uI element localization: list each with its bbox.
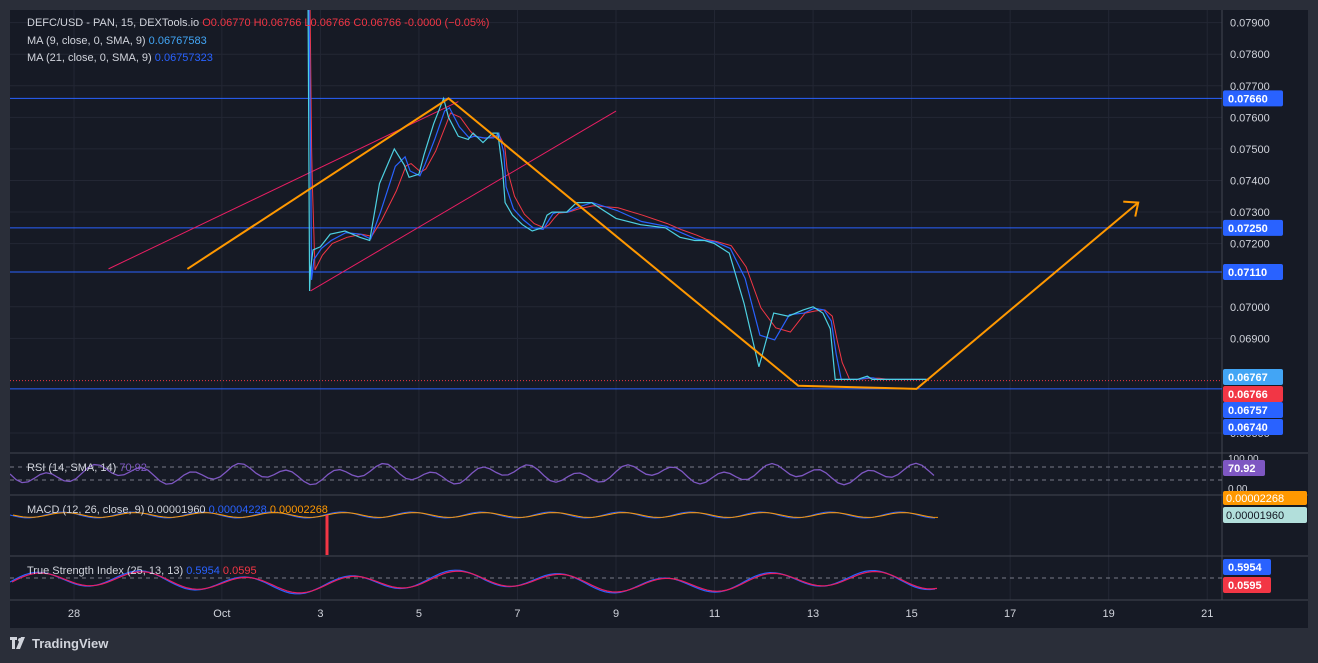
projection-arrow-head xyxy=(1123,200,1140,217)
tsi-legend: True Strength Index (25, 13, 13) 0.5954 … xyxy=(27,565,257,577)
x-tick-label: 28 xyxy=(68,608,80,620)
macd-value-1: 0.00001960 xyxy=(147,504,206,516)
rsi-value-box xyxy=(1223,460,1265,476)
x-tick-label: 5 xyxy=(416,608,422,620)
rsi-value-label: 70.92 xyxy=(1228,463,1256,475)
projection-path xyxy=(186,97,1139,390)
channel-line xyxy=(310,110,617,292)
macd-value-box-orange xyxy=(1223,491,1307,505)
tsi-label: True Strength Index (25, 13, 13) xyxy=(27,565,184,577)
rsi-value: 70.92 xyxy=(119,462,147,474)
ma9-legend: MA (9, close, 0, SMA, 9) 0.06767583 xyxy=(27,35,207,47)
price-label-text: 0.07110 xyxy=(1228,267,1267,279)
macd-value-2: 0.00004228 xyxy=(208,504,267,516)
y-tick-label: 0.07400 xyxy=(1230,175,1270,187)
brand-label: TradingView xyxy=(32,636,109,651)
price-label-box xyxy=(1223,419,1283,435)
rsi-scale-bottom: 0.00 xyxy=(1228,484,1248,495)
rsi-scale-top: 100.00 xyxy=(1228,454,1259,465)
price-label-box xyxy=(1223,219,1283,236)
ma9-line xyxy=(308,10,928,380)
x-tick-label: Oct xyxy=(213,608,230,620)
price-label-text: 0.06766 xyxy=(1228,389,1268,401)
macd-signal-line xyxy=(12,512,939,518)
y-tick-label: 0.07900 xyxy=(1230,18,1270,30)
x-tick-label: 9 xyxy=(613,608,619,620)
macd-value-label-teal: 0.00001960 xyxy=(1226,510,1284,522)
tradingview-brand[interactable]: TradingView xyxy=(10,636,108,652)
ma21-legend: MA (21, close, 0, SMA, 9) 0.06757323 xyxy=(27,52,213,64)
price-label-box xyxy=(1223,369,1283,385)
chart-canvas[interactable]: 0.07900 0.07800 0.07700 0.07600 0.07500 0.074… xyxy=(10,10,1308,628)
tradingview-logo-icon xyxy=(10,637,28,652)
y-tick-label: 0.07000 xyxy=(1230,302,1270,314)
price-label-text: 0.07250 xyxy=(1228,223,1268,235)
rsi-label: RSI (14, SMA, 14) xyxy=(27,462,117,474)
ohlc-open: O0.06770 xyxy=(202,17,251,29)
macd-legend: MACD (12, 26, close, 9) 0.00001960 0.000… xyxy=(27,504,328,516)
tsi-signal-line xyxy=(11,570,938,594)
ohlc-close: C0.06766 xyxy=(353,17,402,29)
ma21-label: MA (21, close, 0, SMA, 9) xyxy=(27,52,152,64)
macd-value-label-orange: 0.00002268 xyxy=(1226,493,1284,505)
tsi-value-2: 0.0595 xyxy=(222,565,257,577)
y-tick-label: 0.07800 xyxy=(1230,49,1270,61)
ma9-value: 0.06767583 xyxy=(148,35,207,47)
y-tick-label: 0.07500 xyxy=(1230,144,1270,156)
y-tick-label: 0.07700 xyxy=(1230,81,1270,93)
price-label-box xyxy=(1223,90,1283,107)
ma21-value: 0.06757323 xyxy=(154,52,213,64)
x-tick-label: 17 xyxy=(1004,608,1016,620)
price-line xyxy=(307,10,927,380)
macd-value-box-teal xyxy=(1223,507,1307,523)
tsi-value-box-blue xyxy=(1223,559,1271,575)
ma9-label: MA (9, close, 0, SMA, 9) xyxy=(27,35,146,47)
rsi-legend: RSI (14, SMA, 14) 70.92 xyxy=(27,462,147,474)
macd-line xyxy=(10,511,936,519)
price-label-text: 0.06740 xyxy=(1228,422,1268,434)
ohlc-low: L0.06766 xyxy=(304,17,351,29)
price-label-text: 0.06757 xyxy=(1228,405,1268,417)
x-tick-label: 13 xyxy=(807,608,819,620)
ma21-line xyxy=(309,10,929,380)
chart-frame: 0.07900 0.07800 0.07700 0.07600 0.07500 0.074… xyxy=(10,10,1308,628)
price-label-box xyxy=(1223,386,1283,402)
x-tick-label: 21 xyxy=(1201,608,1213,620)
price-label-text: 0.07660 xyxy=(1228,93,1268,105)
y-tick-label: 0.07300 xyxy=(1230,207,1270,219)
macd-value-3: 0.00002268 xyxy=(269,504,328,516)
y-tick-label: 0.07200 xyxy=(1230,239,1270,251)
main-legend: DEFC/USD - PAN, 15, DEXTools.io O0.06770… xyxy=(27,17,489,29)
ohlc-high: H0.06766 xyxy=(253,17,302,29)
price-label-box xyxy=(1223,264,1283,281)
price-label-text: 0.06767 xyxy=(1228,372,1268,384)
tsi-value-box-red xyxy=(1223,577,1271,593)
x-tick-label: 3 xyxy=(317,608,323,620)
x-tick-label: 7 xyxy=(514,608,520,620)
price-label-box xyxy=(1223,402,1283,418)
x-tick-label: 11 xyxy=(709,608,720,620)
x-tick-label: 15 xyxy=(905,608,917,620)
tsi-value-label-red: 0.0595 xyxy=(1228,580,1262,592)
y-tick-label: 0.06900 xyxy=(1230,333,1270,345)
rsi-line xyxy=(10,462,935,486)
ohlc-change: -0.0000 (−0.05%) xyxy=(404,17,490,29)
x-tick-label: 19 xyxy=(1103,608,1115,620)
macd-label: MACD (12, 26, close, 9) xyxy=(27,504,145,516)
symbol-label: DEFC/USD - PAN, 15, DEXTools.io xyxy=(27,17,200,29)
tsi-value-1: 0.5954 xyxy=(186,565,220,577)
tsi-value-label-blue: 0.5954 xyxy=(1228,562,1263,574)
y-tick-label: 0.07600 xyxy=(1230,112,1270,124)
